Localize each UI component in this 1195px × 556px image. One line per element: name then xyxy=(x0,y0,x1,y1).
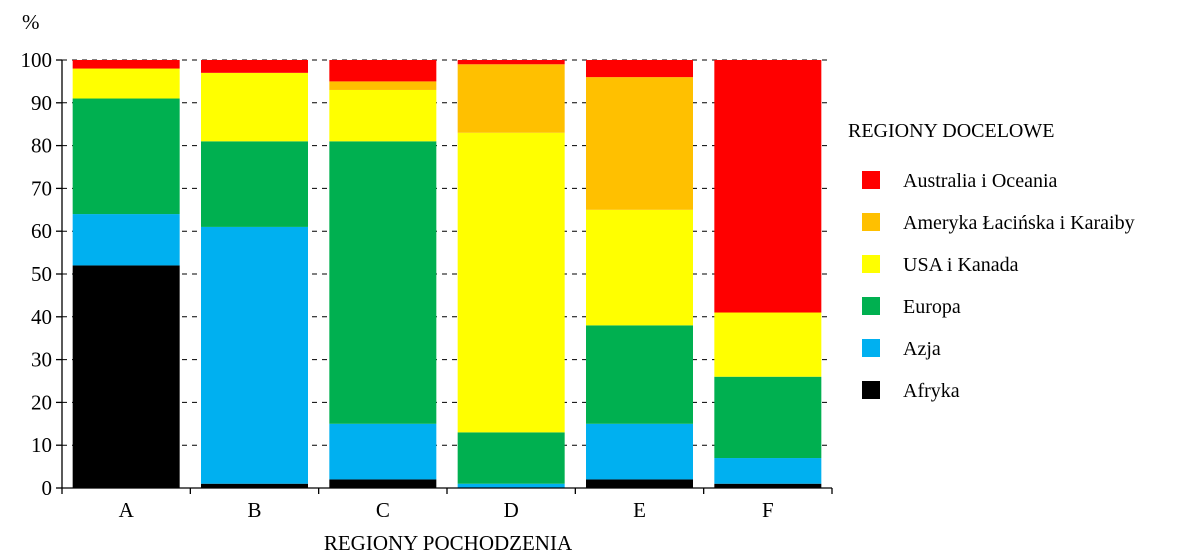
bar-segment-a-usa-i-kanada xyxy=(72,68,180,99)
y-tick-label-10: 10 xyxy=(31,433,52,457)
legend-title: REGIONY DOCELOWE xyxy=(848,120,1054,142)
y-tick-label-100: 100 xyxy=(21,48,53,72)
x-tick-label-c: C xyxy=(376,498,390,522)
bar-segment-c-afryka xyxy=(329,479,437,488)
legend-swatch-europa xyxy=(862,297,880,315)
y-tick-label-80: 80 xyxy=(31,134,52,158)
bar-segment-d-azja xyxy=(457,483,565,488)
bar-segment-c-europa xyxy=(329,141,437,424)
y-axis-unit-label: % xyxy=(22,10,40,34)
y-tick-label-0: 0 xyxy=(42,476,53,500)
bar-segment-e-australia-i-oceania xyxy=(586,60,693,78)
y-tick-label-40: 40 xyxy=(31,305,52,329)
bar-segment-d-ameryka-lacinska-i-karaiby xyxy=(457,64,565,133)
bar-segment-e-azja xyxy=(586,423,693,480)
y-tick-label-30: 30 xyxy=(31,348,52,372)
bar-segment-c-australia-i-oceania xyxy=(329,60,437,82)
bar-segment-d-australia-i-oceania xyxy=(457,60,565,65)
bar-segment-c-azja xyxy=(329,423,437,480)
legend-label-usa-i-kanada: USA i Kanada xyxy=(903,254,1019,276)
bar-segment-b-europa xyxy=(201,141,308,227)
y-tick-label-20: 20 xyxy=(31,390,52,414)
bar-segment-b-afryka xyxy=(201,483,308,488)
bar-segment-c-usa-i-kanada xyxy=(329,89,437,142)
gridlines xyxy=(62,59,832,446)
bar-segment-f-azja xyxy=(714,458,822,484)
legend-label-afryka: Afryka xyxy=(903,380,960,402)
bar-segment-f-afryka xyxy=(714,483,822,488)
legend-label-australia-i-oceania: Australia i Oceania xyxy=(903,170,1057,192)
legend-swatch-ameryka-lacinska-i-karaiby xyxy=(862,213,880,231)
bar-segment-e-europa xyxy=(586,325,693,424)
bar-segment-b-australia-i-oceania xyxy=(201,60,308,73)
legend-label-azja: Azja xyxy=(903,338,941,360)
bar-segment-a-australia-i-oceania xyxy=(72,60,180,69)
bar-segment-f-europa xyxy=(714,376,822,459)
x-tick-label-d: D xyxy=(504,498,519,522)
bar-segment-f-australia-i-oceania xyxy=(714,60,822,313)
legend-label-ameryka-lacinska-i-karaiby: Ameryka Łacińska i Karaiby xyxy=(903,212,1135,234)
legend-swatch-usa-i-kanada xyxy=(862,255,880,273)
x-axis: A B C D E F xyxy=(61,487,833,522)
bar-segment-c-ameryka-lacinska-i-karaiby xyxy=(329,81,437,90)
bar-segment-a-azja xyxy=(72,214,180,266)
x-axis-title: REGIONY POCHODZENIA xyxy=(324,531,573,555)
y-tick-label-50: 50 xyxy=(31,262,52,286)
bar-segment-d-europa xyxy=(457,432,565,484)
bar-segment-b-azja xyxy=(201,226,308,484)
bar-segment-a-europa xyxy=(72,98,180,215)
x-tick-label-a: A xyxy=(119,498,135,522)
legend: Australia i Oceania Ameryka Łacińska i Ka… xyxy=(862,170,1135,402)
bar-segment-e-usa-i-kanada xyxy=(586,209,693,326)
legend-swatch-afryka xyxy=(862,381,880,399)
legend-swatch-azja xyxy=(862,339,880,357)
bar-segment-b-usa-i-kanada xyxy=(201,72,308,142)
x-tick-label-f: F xyxy=(762,498,774,522)
bar-segment-a-afryka xyxy=(72,265,180,488)
bar-segment-f-usa-i-kanada xyxy=(714,312,822,377)
y-tick-label-60: 60 xyxy=(31,219,52,243)
bar-segment-e-afryka xyxy=(586,479,693,488)
y-axis: 0 10 20 30 40 50 60 70 80 90 100 xyxy=(21,48,63,500)
y-tick-label-90: 90 xyxy=(31,91,52,115)
bars xyxy=(72,60,822,488)
bar-segment-d-usa-i-kanada xyxy=(457,132,565,433)
x-tick-label-e: E xyxy=(633,498,646,522)
legend-swatch-australia-i-oceania xyxy=(862,171,880,189)
y-tick-label-70: 70 xyxy=(31,176,52,200)
legend-label-europa: Europa xyxy=(903,296,961,318)
bar-segment-e-ameryka-lacinska-i-karaiby xyxy=(586,77,693,210)
x-tick-label-b: B xyxy=(247,498,261,522)
